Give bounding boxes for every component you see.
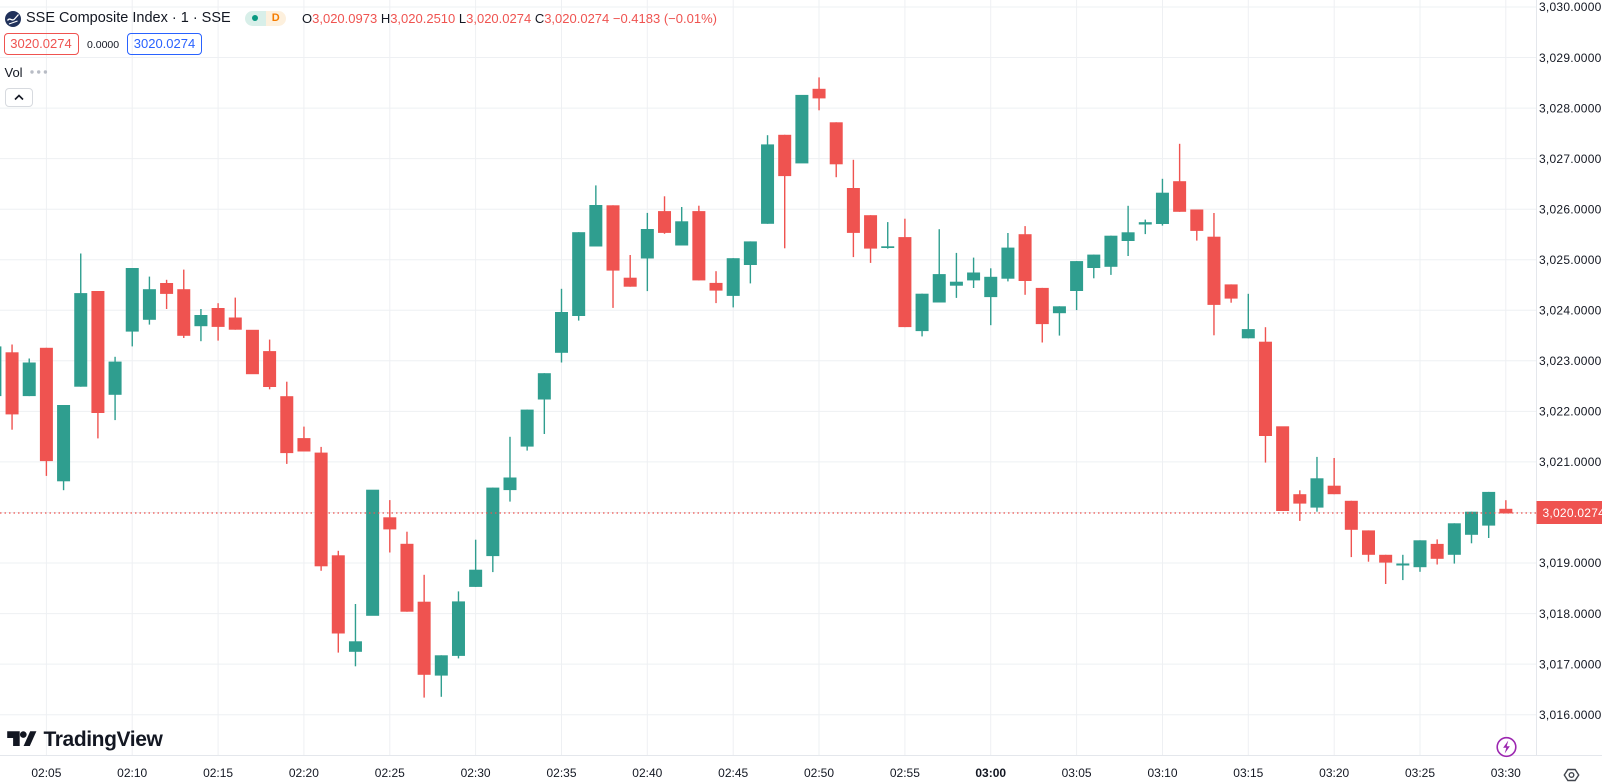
svg-text:3,025.0000: 3,025.0000 (1539, 253, 1602, 267)
svg-text:02:15: 02:15 (203, 766, 233, 780)
svg-text:02:25: 02:25 (375, 766, 405, 780)
svg-text:3,016.0000: 3,016.0000 (1539, 708, 1602, 722)
svg-text:02:45: 02:45 (718, 766, 748, 780)
svg-text:03:30: 03:30 (1491, 766, 1521, 780)
svg-text:02:30: 02:30 (461, 766, 491, 780)
svg-text:03:00: 03:00 (975, 766, 1006, 780)
svg-text:03:05: 03:05 (1062, 766, 1092, 780)
svg-text:02:35: 02:35 (546, 766, 576, 780)
svg-text:3,026.0000: 3,026.0000 (1539, 202, 1602, 216)
svg-text:3,022.0000: 3,022.0000 (1539, 405, 1602, 419)
svg-text:3,029.0000: 3,029.0000 (1539, 51, 1602, 65)
svg-text:3,023.0000: 3,023.0000 (1539, 354, 1602, 368)
svg-text:3,030.0000: 3,030.0000 (1539, 0, 1602, 14)
svg-text:03:10: 03:10 (1147, 766, 1177, 780)
svg-text:02:40: 02:40 (632, 766, 662, 780)
svg-text:3,019.0000: 3,019.0000 (1539, 556, 1602, 570)
svg-text:03:15: 03:15 (1233, 766, 1263, 780)
svg-text:02:10: 02:10 (117, 766, 147, 780)
svg-text:3,027.0000: 3,027.0000 (1539, 152, 1602, 166)
svg-text:TradingView: TradingView (44, 728, 164, 751)
svg-text:3,021.0000: 3,021.0000 (1539, 455, 1602, 469)
svg-text:02:20: 02:20 (289, 766, 319, 780)
svg-text:3,017.0000: 3,017.0000 (1539, 657, 1602, 671)
svg-text:3,018.0000: 3,018.0000 (1539, 607, 1602, 621)
svg-text:3,020.0274: 3,020.0274 (1543, 506, 1602, 520)
svg-text:02:50: 02:50 (804, 766, 834, 780)
svg-text:03:25: 03:25 (1405, 766, 1435, 780)
svg-text:02:55: 02:55 (890, 766, 920, 780)
svg-text:3,028.0000: 3,028.0000 (1539, 101, 1602, 115)
svg-text:3,024.0000: 3,024.0000 (1539, 304, 1602, 318)
svg-text:02:05: 02:05 (31, 766, 61, 780)
svg-text:03:20: 03:20 (1319, 766, 1349, 780)
